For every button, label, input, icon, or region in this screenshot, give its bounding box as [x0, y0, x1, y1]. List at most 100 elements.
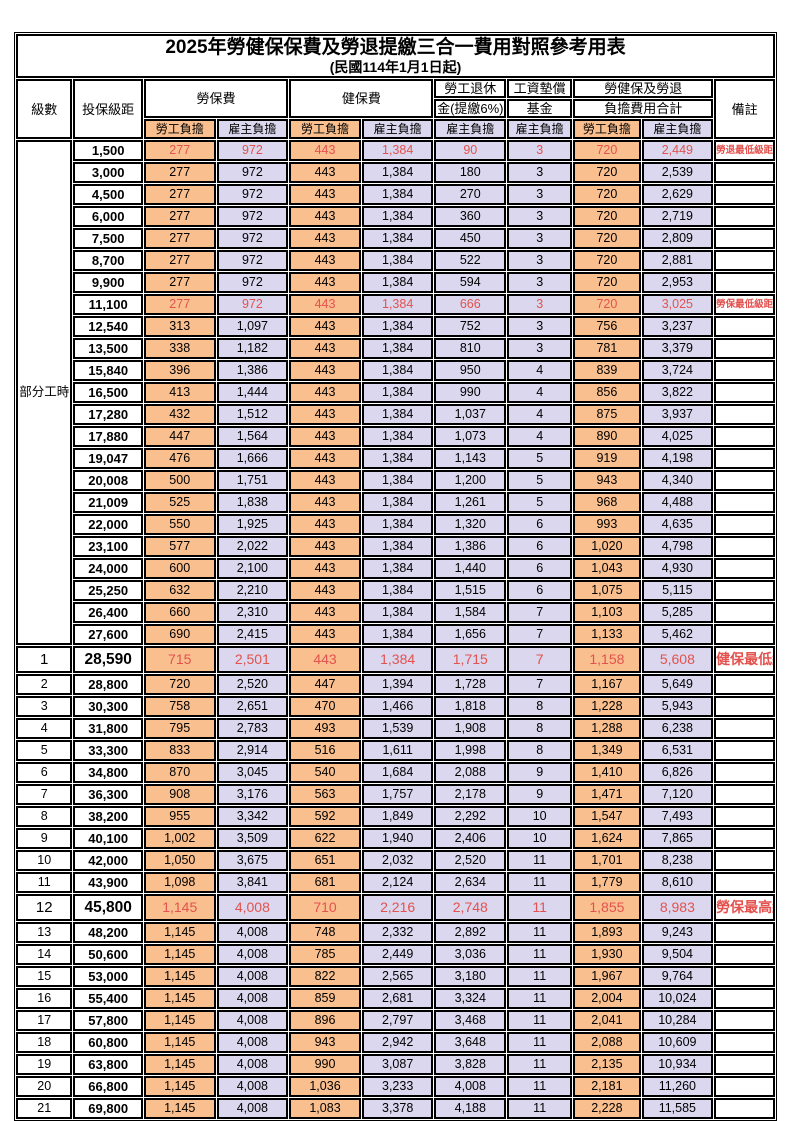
total-employee-cell: 943: [573, 470, 641, 491]
labor-fee-employee-cell: 1,145: [143, 1076, 216, 1097]
labor-fee-employee-cell: 600: [143, 558, 216, 579]
labor-fee-employee-cell: 447: [143, 426, 216, 447]
table-row: 18 60,800 1,145 4,008 943 2,942 3,648 11 2,088 10…: [16, 1032, 775, 1053]
labor-fee-employer-cell: 1,838: [216, 492, 289, 513]
total-employer-cell: 8,983: [641, 894, 714, 921]
bracket-cell: 31,800: [73, 718, 143, 739]
bracket-cell: 30,300: [73, 696, 143, 717]
labor-fee-employee-cell: 1,145: [143, 1054, 216, 1075]
bracket-cell: 6,000: [73, 206, 143, 227]
health-fee-employee-cell: 443: [289, 646, 361, 673]
total-employee-cell: 856: [573, 382, 641, 403]
note-cell: [714, 514, 775, 535]
title-cell: 2025年勞健保保費及勞退提繳三合一費用對照參考用表 (民國114年1月1日起): [16, 34, 775, 78]
health-fee-employee-cell: 990: [289, 1054, 361, 1075]
health-fee-employee-cell: 443: [289, 492, 361, 513]
subheader-labor-employee: 勞工負擔: [143, 119, 216, 139]
page-title: 2025年勞健保保費及勞退提繳三合一費用對照參考用表: [165, 37, 626, 58]
note-cell: [714, 382, 775, 403]
table-row: 7 36,300 908 3,176 563 1,757 2,178 9 1,471 7,120: [16, 784, 775, 805]
labor-fee-employee-cell: 715: [143, 646, 216, 673]
level-cell: 10: [16, 850, 73, 871]
wage-fund-employer-cell: 3: [507, 162, 573, 183]
note-cell: [714, 718, 775, 739]
health-fee-employee-cell: 443: [289, 602, 361, 623]
bracket-cell: 11,100: [73, 294, 143, 315]
health-fee-employee-cell: 443: [289, 536, 361, 557]
pension-employer-cell: 360: [434, 206, 507, 227]
total-employer-cell: 2,953: [641, 272, 714, 293]
wage-fund-employer-cell: 4: [507, 382, 573, 403]
health-fee-employee-cell: 443: [289, 272, 361, 293]
health-fee-employer-cell: 1,384: [361, 646, 434, 673]
health-fee-employer-cell: 2,681: [361, 988, 434, 1009]
health-fee-employee-cell: 540: [289, 762, 361, 783]
note-cell: [714, 470, 775, 491]
labor-fee-employee-cell: 277: [143, 228, 216, 249]
total-employee-cell: 993: [573, 514, 641, 535]
health-fee-employee-cell: 943: [289, 1032, 361, 1053]
bracket-cell: 45,800: [73, 894, 143, 921]
total-employer-cell: 10,284: [641, 1010, 714, 1031]
pension-employer-cell: 2,520: [434, 850, 507, 871]
health-fee-employer-cell: 1,384: [361, 470, 434, 491]
labor-fee-employee-cell: 870: [143, 762, 216, 783]
labor-fee-employer-cell: 1,751: [216, 470, 289, 491]
total-employee-cell: 720: [573, 140, 641, 161]
subheader-labor-employer: 雇主負擔: [216, 119, 289, 139]
total-employee-cell: 1,288: [573, 718, 641, 739]
note-cell: [714, 272, 775, 293]
labor-fee-employer-cell: 4,008: [216, 966, 289, 987]
bracket-cell: 3,000: [73, 162, 143, 183]
table-row: 21,009 525 1,838 443 1,384 1,261 5 968 4,488: [16, 492, 775, 513]
level-cell: 12: [16, 894, 73, 921]
labor-fee-employer-cell: 4,008: [216, 894, 289, 921]
col-header-wage-fund-line1: 工資墊償: [507, 79, 573, 98]
labor-fee-employer-cell: 972: [216, 184, 289, 205]
bracket-cell: 36,300: [73, 784, 143, 805]
note-cell: [714, 674, 775, 695]
note-cell: [714, 316, 775, 337]
wage-fund-employer-cell: 11: [507, 988, 573, 1009]
health-fee-employee-cell: 443: [289, 316, 361, 337]
wage-fund-employer-cell: 7: [507, 602, 573, 623]
wage-fund-employer-cell: 8: [507, 740, 573, 761]
wage-fund-employer-cell: 6: [507, 514, 573, 535]
health-fee-employer-cell: 1,384: [361, 360, 434, 381]
labor-fee-employer-cell: 3,509: [216, 828, 289, 849]
note-cell: [714, 448, 775, 469]
labor-fee-employer-cell: 3,342: [216, 806, 289, 827]
total-employee-cell: 2,041: [573, 1010, 641, 1031]
note-cell: [714, 828, 775, 849]
bracket-cell: 50,600: [73, 944, 143, 965]
labor-fee-employer-cell: 1,444: [216, 382, 289, 403]
bracket-cell: 48,200: [73, 922, 143, 943]
table-row: 10 42,000 1,050 3,675 651 2,032 2,520 11 1,701 8,…: [16, 850, 775, 871]
bracket-cell: 9,900: [73, 272, 143, 293]
total-employee-cell: 720: [573, 294, 641, 315]
health-fee-employee-cell: 443: [289, 382, 361, 403]
labor-fee-employer-cell: 2,210: [216, 580, 289, 601]
labor-fee-employee-cell: 432: [143, 404, 216, 425]
total-employee-cell: 781: [573, 338, 641, 359]
pension-employer-cell: 1,715: [434, 646, 507, 673]
labor-fee-employer-cell: 1,386: [216, 360, 289, 381]
pension-employer-cell: 1,073: [434, 426, 507, 447]
wage-fund-employer-cell: 4: [507, 404, 573, 425]
table-row: 26,400 660 2,310 443 1,384 1,584 7 1,103 5,285: [16, 602, 775, 623]
labor-fee-employer-cell: 972: [216, 206, 289, 227]
total-employer-cell: 8,238: [641, 850, 714, 871]
health-fee-employer-cell: 1,384: [361, 272, 434, 293]
labor-fee-employer-cell: 2,783: [216, 718, 289, 739]
col-header-pension-line1: 勞工退休: [434, 79, 507, 98]
health-fee-employer-cell: 1,384: [361, 580, 434, 601]
total-employee-cell: 1,893: [573, 922, 641, 943]
wage-fund-employer-cell: 11: [507, 1054, 573, 1075]
labor-fee-employee-cell: 1,145: [143, 1010, 216, 1031]
note-cell: 勞保最低級距: [714, 294, 775, 315]
wage-fund-employer-cell: 3: [507, 272, 573, 293]
pension-employer-cell: 4,188: [434, 1098, 507, 1119]
health-fee-employee-cell: 443: [289, 404, 361, 425]
total-employer-cell: 2,629: [641, 184, 714, 205]
table-row: 19,047 476 1,666 443 1,384 1,143 5 919 4,198: [16, 448, 775, 469]
